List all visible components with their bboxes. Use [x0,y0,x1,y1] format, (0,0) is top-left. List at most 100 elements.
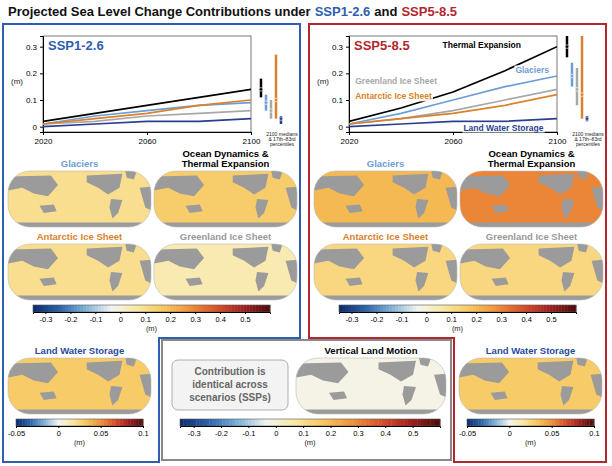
colorbar-cell [258,419,262,426]
colorbar-cell [190,419,194,426]
note-line: percentiles [576,141,601,147]
colorbar-cell [502,305,505,312]
note: 2100 medians& 17th–83rdpercentiles [572,131,604,147]
tick: 0 [274,426,278,438]
tick: 0.5 [240,312,250,324]
colorbar-cell [404,419,408,426]
colorbar-cell [359,419,363,426]
map-land [459,363,509,384]
map-ocean [8,244,151,300]
colorbar-cell [408,419,412,426]
map-land [8,410,151,415]
tick-mark [594,426,595,428]
colorbar-cell [410,305,413,312]
map-land [40,392,57,400]
colorbar-frame [467,419,594,426]
map-title: Ocean Dynamics &Thermal Expansion [488,148,576,170]
colorbar-cell [351,305,354,312]
colorbar-cell [184,305,187,312]
map-land [577,171,588,179]
tick: -0.1 [395,312,408,324]
map-land [314,249,364,270]
map-title: Vertical Land Motion [325,345,418,356]
colorbar-cell [54,305,57,312]
colorbar-cell [74,305,77,312]
map-land [40,205,57,213]
map-land [8,363,58,384]
plot-frame [43,36,251,132]
colorbar-cell [125,305,128,312]
tick-label: 0 [508,429,512,438]
series-line [349,89,557,124]
colorbar-cell [508,305,511,312]
colorbar-cell [166,305,169,312]
map-land [154,176,204,197]
colorbar-cell [413,305,416,312]
tick-label: -0.3 [188,429,201,438]
colorbar-cell [196,419,200,426]
colorbar-cell [152,305,155,312]
map-land [140,374,151,398]
map-land [8,249,58,270]
colorbar-cell [349,419,353,426]
colorbar-cell [175,305,178,312]
axis: -0.3-0.2-0.100.10.20.30.40.5 [34,312,271,324]
colorbar-cell [243,305,246,312]
colorbar-cell [466,305,469,312]
tick-mark [385,426,386,428]
map-land [403,386,417,406]
tick-mark [426,312,427,314]
colorbar [467,419,594,426]
lines [349,47,557,127]
tick-label: 0 [119,315,123,324]
tick: 0.1 [26,96,43,105]
colorbar-cell [383,305,386,312]
tick-mark [248,426,249,428]
colorbar-cell [552,305,555,312]
tick-label: 0.3 [353,429,363,438]
colorbar-cell [291,419,295,426]
axis-line [346,37,350,133]
colorbar-cell [297,419,301,426]
tick-mark [331,426,332,428]
map [460,244,603,300]
map-land [446,260,457,284]
colorbar-cell [33,305,36,312]
tick-label: 2100 [243,137,261,146]
map-land [140,187,151,211]
colorbar-cell [231,305,234,312]
colorbar-cell [281,419,285,426]
colorbar-frame [33,305,270,312]
map-land [296,363,349,384]
tick-label: 2060 [139,137,157,146]
map-land [491,392,508,400]
colorbar-cell [169,305,172,312]
tick-mark [276,426,277,428]
figure: Projected Sea Level Change Contributions… [0,0,612,466]
tick-mark [552,426,553,428]
colorbar-cell [226,305,229,312]
colorbar-title: (m) [304,438,316,447]
colorbar-cell [392,305,395,312]
colorbar-cell [398,305,401,312]
map-land [8,176,58,197]
tick: -0.3 [346,312,359,324]
axis: 202020602100 [341,132,567,146]
colorbar-cell [372,305,375,312]
tick-mark [509,426,510,428]
colorbar-cell [45,305,48,312]
map-land [416,199,429,219]
title-part: Projected Sea Level Change Contributions… [8,4,311,19]
colorbar-cell [526,305,529,312]
tick: 0.2 [471,312,481,324]
map-land [125,244,136,252]
colorbar-cell [389,305,392,312]
tick-mark [143,426,144,428]
colorbar-cell [378,419,382,426]
colorbar-title: (m) [452,324,464,333]
colorbar-cell [346,419,350,426]
tick: 0.3 [332,43,349,52]
tick-mark [501,312,502,314]
colorbar-cell [561,305,564,312]
tick: 0.5 [546,312,556,324]
